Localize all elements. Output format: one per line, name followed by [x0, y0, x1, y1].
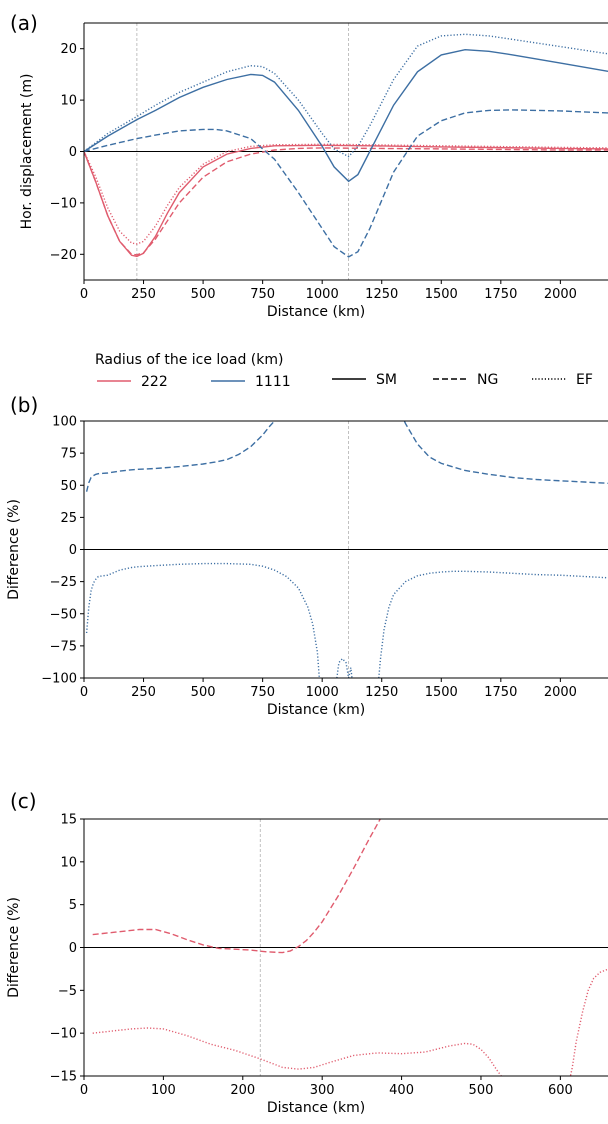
y-tick-label: 75 — [60, 447, 77, 462]
x-tick-label: 750 — [250, 685, 275, 700]
series-1111-ef — [84, 33, 608, 158]
y-tick-label: 100 — [52, 415, 77, 430]
y-tick-label: −15 — [50, 1070, 77, 1085]
x-axis-label: Distance (km) — [267, 702, 365, 718]
x-tick-label: 200 — [230, 1083, 255, 1098]
legend-entry-1111: 1111 — [255, 374, 291, 390]
x-tick-label: 1250 — [365, 287, 398, 302]
y-tick-label: 0 — [69, 543, 77, 558]
y-tick-label: 15 — [60, 813, 77, 828]
x-tick-label: 500 — [191, 287, 216, 302]
x-tick-label: 600 — [548, 1083, 573, 1098]
x-tick-label: 500 — [191, 685, 216, 700]
y-tick-label: −50 — [50, 607, 77, 622]
series-222-ef — [92, 1027, 503, 1076]
x-tick-label: 1000 — [306, 685, 339, 700]
x-tick-label: 1750 — [484, 287, 517, 302]
series-1111-sm — [84, 48, 608, 183]
x-tick-label: 100 — [151, 1083, 176, 1098]
y-tick-label: 20 — [60, 42, 77, 57]
x-tick-label: 0 — [80, 685, 88, 700]
x-tick-label: 1250 — [365, 685, 398, 700]
y-tick-label: −10 — [50, 196, 77, 211]
panel-label: (a) — [10, 11, 38, 35]
legend-entry-ng: NG — [477, 372, 498, 388]
y-tick-label: −10 — [50, 1027, 77, 1042]
y-tick-label: 50 — [60, 479, 77, 494]
x-tick-label: 1000 — [306, 287, 339, 302]
panel-label: (b) — [10, 393, 38, 417]
x-tick-label: 2000 — [544, 685, 577, 700]
x-tick-label: 250 — [131, 287, 156, 302]
x-tick-label: 0 — [80, 1083, 88, 1098]
y-tick-label: 0 — [69, 145, 77, 160]
x-tick-label: 1750 — [484, 685, 517, 700]
panel-a: 0 250 500 750 1000 1250 1500 1750 2000 −20 −10 0 10 2… — [10, 11, 608, 320]
panel-b: 0 250 500 750 1000 1250 1500 1750 2000−100−75−50… — [6, 393, 608, 718]
legend: Radius of the ice load (km) 222 1111 SM NG EF — [95, 352, 593, 390]
legend-entry-sm: SM — [376, 372, 397, 388]
y-tick-label: 5 — [69, 898, 77, 913]
y-axis-label: Difference (%) — [6, 499, 22, 600]
x-tick-label: 250 — [131, 685, 156, 700]
x-tick-label: 2000 — [544, 287, 577, 302]
y-tick-label: 10 — [60, 94, 77, 109]
legend-entry-ef: EF — [576, 372, 593, 388]
y-tick-label: −5 — [58, 984, 77, 999]
x-tick-label: 1500 — [425, 287, 458, 302]
y-axis-label: Difference (%) — [6, 897, 22, 998]
x-axis-label: Distance (km) — [267, 1100, 365, 1116]
series-1111-ef — [336, 657, 353, 678]
y-tick-label: 25 — [60, 511, 77, 526]
legend-entry-222: 222 — [141, 374, 168, 390]
x-axis-label: Distance (km) — [267, 304, 365, 320]
series-222-sm — [84, 144, 608, 258]
panel-c: 0 100 200 300 400 500 600 −15 −10 −5 0 5 10 15 Distanc… — [6, 789, 608, 1116]
y-tick-label: −75 — [50, 639, 77, 654]
y-tick-label: −100 — [41, 672, 77, 687]
series-222-ng — [92, 819, 382, 954]
series-1111-ng — [403, 421, 608, 484]
series-222-ef — [569, 969, 608, 1076]
series-1111-ng — [85, 421, 276, 492]
panel-label: (c) — [10, 789, 37, 813]
y-tick-label: 0 — [69, 941, 77, 956]
x-tick-label: 750 — [250, 287, 275, 302]
x-tick-label: 400 — [389, 1083, 414, 1098]
y-tick-label: −20 — [50, 248, 77, 263]
x-tick-label: 500 — [469, 1083, 494, 1098]
y-tick-label: 10 — [60, 855, 77, 870]
x-tick-label: 0 — [80, 287, 88, 302]
y-tick-label: −25 — [50, 575, 77, 590]
x-tick-label: 300 — [310, 1083, 335, 1098]
series-222-ng — [84, 147, 608, 256]
series-1111-ef — [378, 570, 608, 678]
legend-title: Radius of the ice load (km) — [95, 352, 283, 368]
series-1111-ef — [85, 562, 321, 678]
y-axis-label: Hor. displacement (m) — [19, 74, 35, 230]
series-1111-ng — [84, 109, 608, 258]
series-222-ef — [84, 143, 608, 245]
x-tick-label: 1500 — [425, 685, 458, 700]
